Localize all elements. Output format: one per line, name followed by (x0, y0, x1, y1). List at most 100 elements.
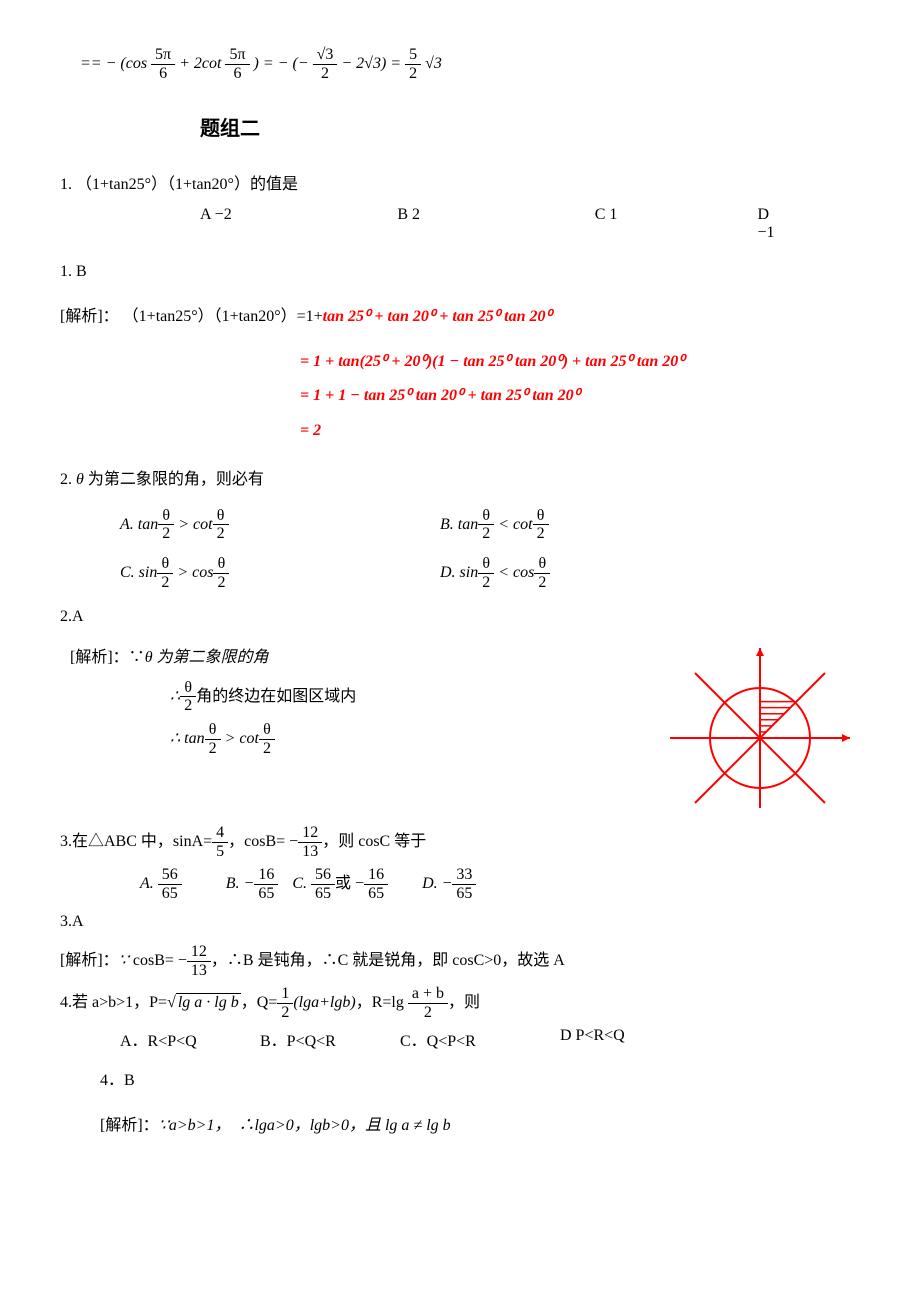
because-icon (119, 952, 129, 969)
txt: > cot (221, 730, 259, 747)
q1-red4: = 2 (300, 417, 860, 446)
q3-analysis: [解析]： cosB= −1213，∴B 是钝角，∴C 就是锐角，即 cosC>… (60, 943, 860, 979)
frac: θ2 (533, 507, 549, 543)
txt: ，∴B 是钝角，∴C 就是锐角，即 cosC>0，故选 A (211, 952, 565, 969)
q2-therefore1: ∴θ2角的终边在如图区域内 (170, 679, 660, 715)
frac: 1665 (254, 866, 278, 902)
frac-5pi6a: 5π6 (151, 46, 175, 82)
q1-red1: tan 25⁰ + tan 20⁰ + tan 25⁰ tan 20⁰ (323, 308, 552, 325)
frac: θ2 (478, 507, 494, 543)
q1-text: （1+tan25°）（1+tan20°）的值是 (76, 176, 298, 193)
frac: 1213 (187, 943, 211, 979)
txt: == − (cos (80, 55, 147, 72)
q3-answer: 3.A (60, 908, 860, 937)
q3-stem: 3.在△ABC 中，sinA=45，cosB= −1213，则 cosC 等于 (60, 824, 860, 860)
q4-stem: 4.若 a>b>1，P=√lg a · lg b，Q=12(lga+lgb)，R… (60, 985, 860, 1021)
txt: > cos (173, 564, 213, 581)
sqrt-P: √lg a · lg b (167, 993, 241, 1011)
analysis-label: [解析]： (60, 952, 119, 969)
txt: ∴ tan (170, 730, 205, 747)
frac: θ2 (213, 507, 229, 543)
txt: θ 为第二象限的角 (145, 649, 269, 666)
q2-options-row2: C. sinθ2 > cosθ2 D. sinθ2 < cosθ2 (120, 549, 860, 597)
txt: > cot (174, 516, 212, 533)
theta: θ (76, 471, 84, 488)
because-icon (159, 1117, 169, 1134)
q1-opt-c: C 1 (595, 206, 678, 242)
frac: θ2 (534, 555, 550, 591)
txt: 角的终边在如图区域内 (196, 688, 356, 705)
q2-opt-a: A. tanθ2 > cotθ2 (120, 507, 440, 543)
analysis-label: [解析]： (70, 649, 129, 666)
frac: θ2 (259, 721, 275, 757)
txt: 若 a>b>1，P= (72, 994, 167, 1011)
txt: a>b>1， (169, 1117, 231, 1134)
q1-analysis-lead: （1+tan25°）（1+tan20°）=1+ (123, 308, 323, 325)
q2-diagram (660, 638, 860, 818)
frac-5-2: 52 (405, 46, 421, 82)
q4-number: 4. (60, 994, 72, 1011)
txt: ，则 cosC 等于 (322, 833, 426, 850)
frac: 1213 (298, 824, 322, 860)
q4-opt-a: A．R<P<Q (120, 1027, 260, 1051)
txt: ，R=lg (356, 994, 408, 1011)
frac: 5665 (158, 866, 182, 902)
q2-opt-d: D. sinθ2 < cosθ2 (440, 555, 760, 591)
txt: < cos (494, 564, 534, 581)
txt: D. − (422, 875, 452, 892)
q3-options: A. 5665 B. −1665 C. 5665或 −1665 D. −3365 (140, 866, 860, 902)
q1-red3: = 1 + 1 − tan 25⁰ tan 20⁰ + tan 25⁰ tan … (300, 382, 860, 411)
q2-therefore2: ∴ tanθ2 > cotθ2 (170, 721, 660, 757)
txt: √3 (425, 55, 442, 72)
because-icon (129, 649, 145, 666)
q2-opt-b: B. tanθ2 < cotθ2 (440, 507, 760, 543)
q1-options: A −2 B 2 C 1 D −1 (200, 206, 860, 242)
q2-stem: 2. θ 为第二象限的角，则必有 (60, 466, 860, 495)
txt: lg a ≠ lg b (385, 1117, 451, 1134)
txt: D. sin (440, 564, 478, 581)
frac: θ2 (213, 555, 229, 591)
therefore-icon (238, 1117, 254, 1134)
txt: ，cosB= − (228, 833, 298, 850)
q2-options-row1: A. tanθ2 > cotθ2 B. tanθ2 < cotθ2 (120, 501, 860, 549)
analysis-label: [解析]： (60, 308, 119, 325)
frac: 5665 (311, 866, 335, 902)
txt: ，Q= (241, 994, 278, 1011)
txt: < cot (494, 516, 532, 533)
txt: lga>0，lgb>0，且 (254, 1117, 381, 1134)
q2-number: 2. (60, 471, 72, 488)
q4-opt-c: C．Q<P<R (400, 1027, 560, 1051)
txt: A. (140, 875, 158, 892)
txt: (lga+lgb) (293, 994, 355, 1011)
txt: cosB= − (133, 952, 187, 969)
txt: C. (292, 875, 311, 892)
txt: 或 − (335, 875, 364, 892)
frac: 12 (277, 985, 293, 1021)
txt: A. tan (120, 516, 158, 533)
frac: θ2 (157, 555, 173, 591)
section-title: 题组二 (200, 112, 860, 141)
frac: θ2 (478, 555, 494, 591)
q1-opt-d: D −1 (758, 206, 780, 242)
frac: 1665 (364, 866, 388, 902)
q4-options: A．R<P<Q B．P<Q<R C．Q<P<R D P<R<Q (120, 1027, 860, 1051)
frac: a + b2 (408, 985, 448, 1021)
txt: − 2√3) = (341, 55, 405, 72)
frac-5pi6b: 5π6 (225, 46, 249, 82)
q1-number: 1. (60, 176, 72, 193)
txt: B. tan (440, 516, 478, 533)
q4-opt-b: B．P<Q<R (260, 1027, 400, 1051)
q1-opt-a: A −2 (200, 206, 317, 242)
q2-analysis-row: [解析]：θ 为第二象限的角 ∴θ2角的终边在如图区域内 ∴ tanθ2 > c… (60, 638, 860, 818)
frac: θ2 (158, 507, 174, 543)
txt: B. − (226, 875, 255, 892)
q2-answer: 2.A (60, 603, 860, 632)
frac: θ2 (205, 721, 221, 757)
q4-opt-d: D P<R<Q (560, 1027, 625, 1051)
q1-opt-b: B 2 (397, 206, 514, 242)
txt: C. sin (120, 564, 157, 581)
frac-sqrt3-2: √32 (313, 46, 338, 82)
txt: ) = − (− (254, 55, 309, 72)
q2-opt-c: C. sinθ2 > cosθ2 (120, 555, 440, 591)
txt: ，则 (448, 994, 480, 1011)
